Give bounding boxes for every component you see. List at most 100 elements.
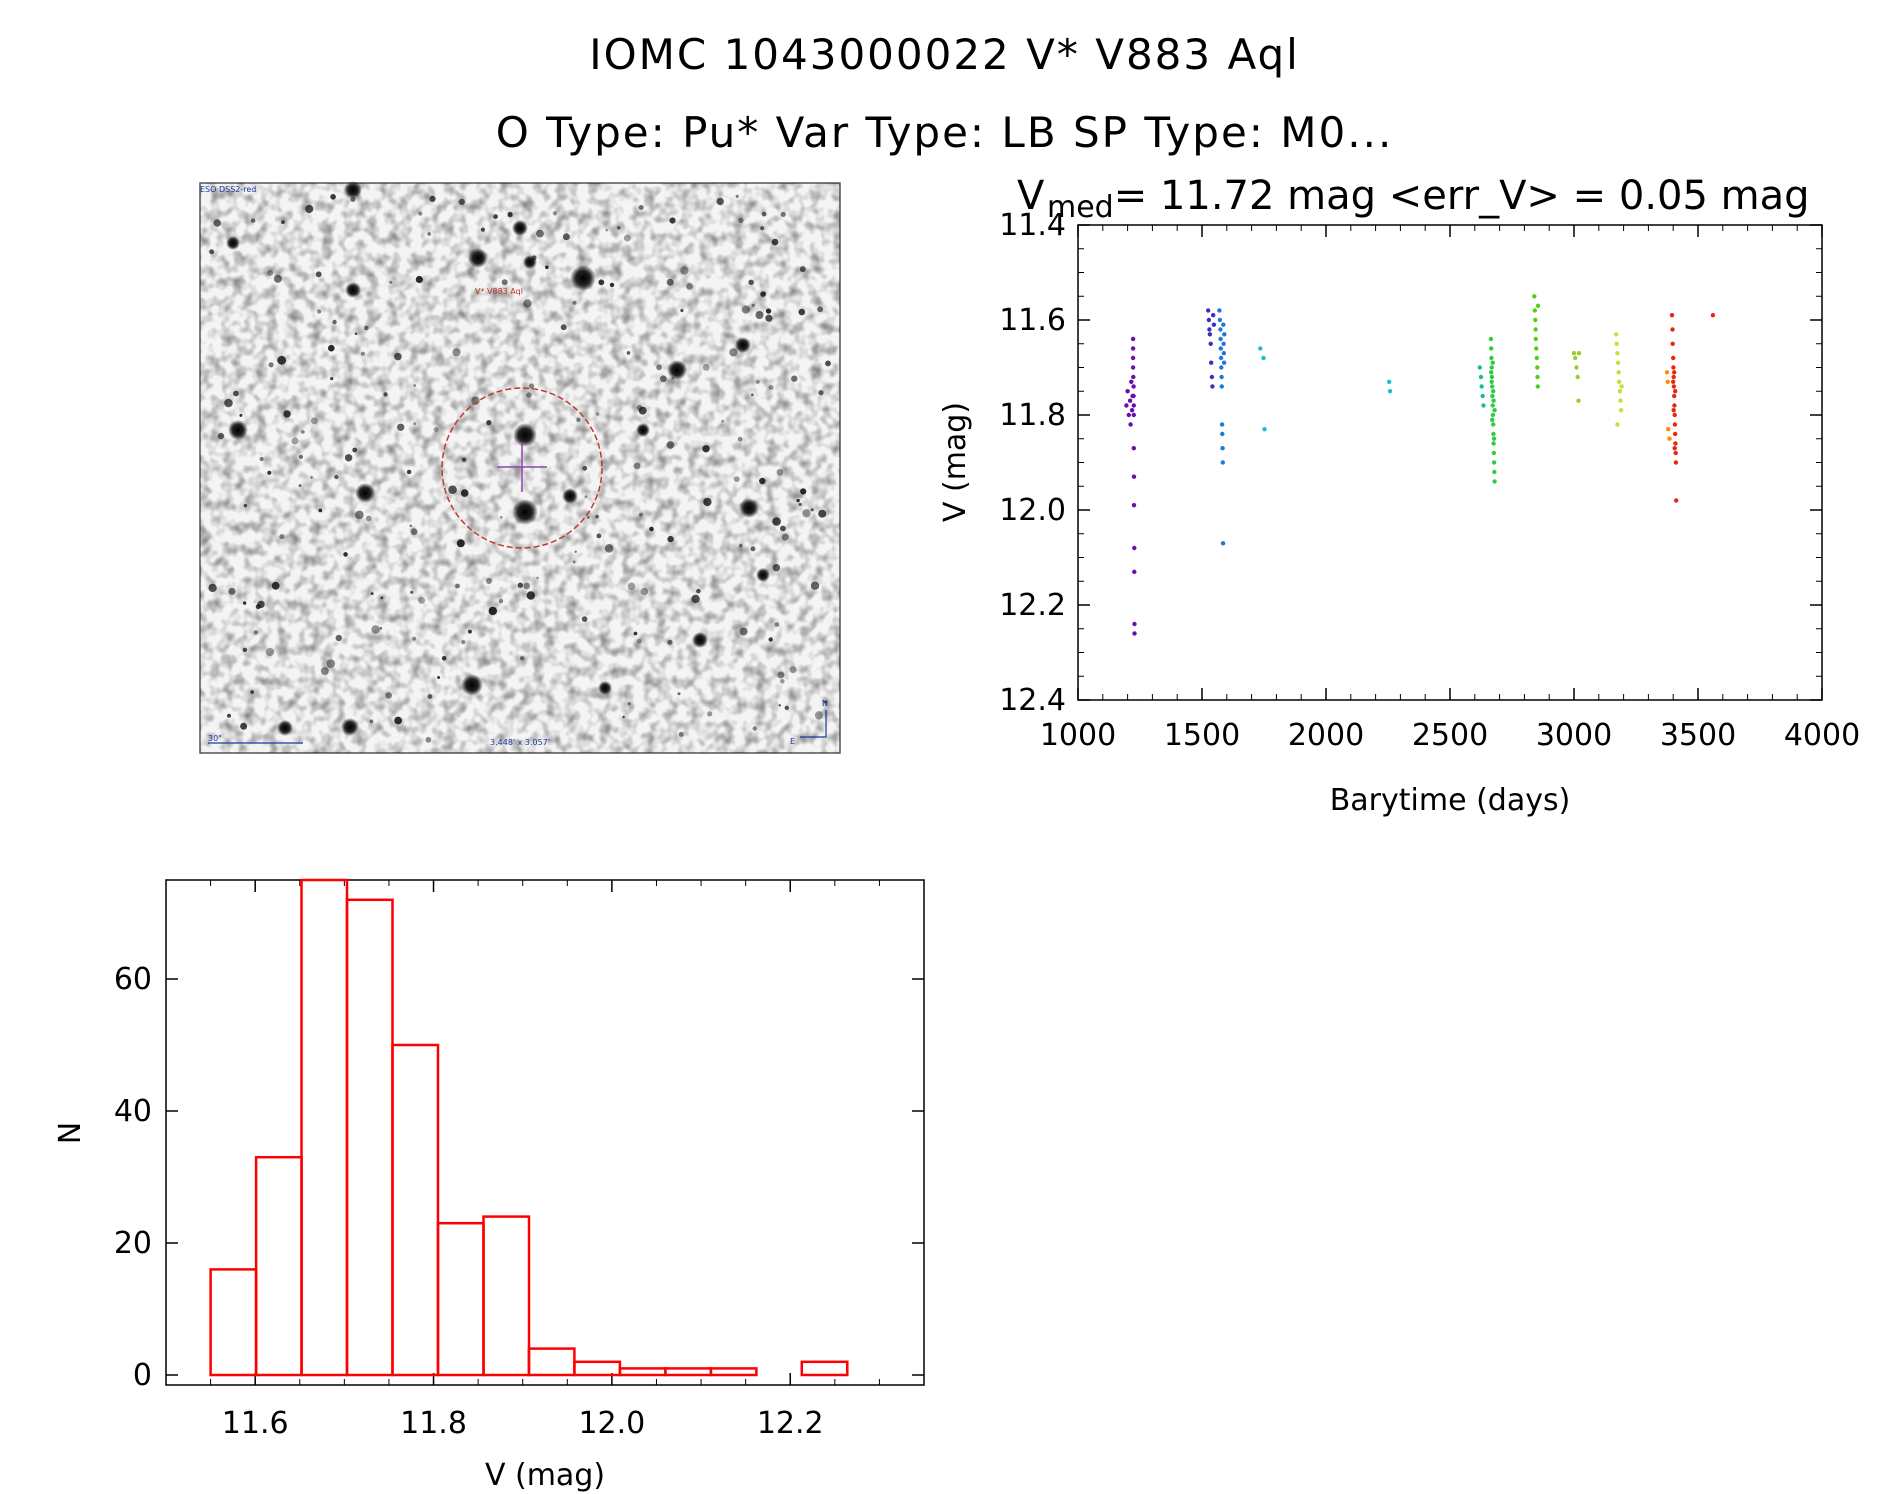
lc-data-point — [1672, 370, 1677, 375]
lc-x-tick-label: 3500 — [1660, 718, 1736, 753]
lc-data-point — [1673, 450, 1678, 456]
lc-data-point — [1479, 384, 1484, 389]
lc-data-point — [1211, 322, 1217, 327]
hist-bar — [345, 898, 394, 1377]
lc-data-point — [1132, 545, 1137, 551]
lc-data-point — [1206, 308, 1211, 313]
lc-data-point — [1219, 365, 1224, 370]
lc-x-axis-label: Barytime (days) — [1330, 783, 1571, 818]
lc-data-point — [1672, 412, 1677, 418]
lc-data-point — [1490, 417, 1495, 422]
lc-data-point — [1128, 422, 1133, 427]
lc-data-point — [1218, 355, 1224, 361]
lc-data-point — [1221, 322, 1226, 327]
lc-data-point — [1209, 360, 1214, 365]
lc-data-point — [1489, 346, 1494, 351]
lc-data-point — [1615, 422, 1620, 427]
hist-bar — [209, 1268, 258, 1377]
lc-data-point — [1671, 374, 1676, 380]
lc-data-point — [1132, 569, 1137, 574]
lc-data-point — [1211, 313, 1216, 318]
lc-data-point — [1490, 412, 1496, 418]
lc-data-point — [1129, 379, 1134, 384]
hist-y-tick-label: 0 — [133, 1358, 152, 1393]
lc-data-point — [1533, 327, 1538, 332]
lc-data-point — [1665, 379, 1670, 384]
lc-data-point — [1534, 355, 1540, 361]
lc-data-point — [1127, 398, 1133, 403]
lc-data-point — [1674, 498, 1679, 503]
hist-bar — [618, 1367, 667, 1377]
lc-data-point — [1207, 332, 1213, 337]
lc-data-point — [1535, 374, 1540, 380]
lc-data-point — [1130, 365, 1136, 370]
lc-data-point — [1490, 403, 1495, 408]
lc-data-point — [1616, 370, 1621, 375]
lc-data-point — [1710, 313, 1716, 318]
lc-data-point — [1132, 631, 1137, 636]
lc-data-point — [1491, 422, 1496, 427]
lc-data-point — [1491, 450, 1497, 456]
lc-data-point — [1616, 379, 1622, 384]
lc-data-point — [1387, 379, 1392, 384]
lc-data-point — [1478, 374, 1484, 380]
lc-data-point — [1488, 336, 1494, 342]
lc-data-point — [1492, 469, 1497, 475]
lc-y-tick-label: 12.0 — [999, 493, 1066, 528]
lc-data-point — [1491, 441, 1496, 446]
hist-y-tick-label: 20 — [114, 1226, 152, 1261]
lc-data-point — [1130, 346, 1136, 351]
chart-subtitle: O Type: Pu* Var Type: LB SP Type: M0... — [495, 108, 1394, 157]
lc-title-sub: med — [1047, 190, 1114, 225]
lc-data-point — [1219, 422, 1225, 427]
lc-x-tick-label: 2000 — [1288, 718, 1364, 753]
lc-data-point — [1491, 436, 1497, 441]
lc-data-point — [1618, 398, 1623, 403]
lc-y-tick-label: 11.6 — [999, 303, 1066, 338]
hist-bar — [300, 878, 349, 1377]
lc-data-point — [1220, 460, 1226, 465]
lc-data-point — [1221, 351, 1227, 356]
lc-data-point — [1131, 446, 1137, 451]
lc-data-point — [1672, 403, 1677, 408]
lc-data-point — [1130, 336, 1136, 342]
lc-data-point — [1131, 384, 1136, 389]
lc-y-tick-label: 11.8 — [999, 398, 1066, 433]
lc-data-point — [1491, 460, 1497, 465]
lc-data-point — [1481, 403, 1486, 408]
lc-data-point — [1131, 474, 1137, 479]
lc-data-point — [1619, 384, 1624, 389]
lc-data-point — [1125, 389, 1130, 394]
lc-data-point — [1532, 294, 1537, 299]
lc-data-point — [1673, 389, 1678, 394]
lc-data-point — [1489, 379, 1494, 384]
lc-data-point — [1533, 336, 1539, 342]
hist-bar — [664, 1367, 713, 1377]
lc-data-point — [1491, 389, 1496, 394]
hist-x-tick-label: 12.0 — [578, 1406, 645, 1441]
lc-data-point — [1574, 365, 1579, 370]
hist-y-tick-label: 40 — [114, 1094, 152, 1129]
lc-data-point — [1532, 308, 1538, 313]
hist-x-axis-label: V (mag) — [485, 1458, 605, 1493]
lc-data-point — [1671, 384, 1677, 389]
lc-data-point — [1221, 341, 1226, 346]
lc-data-point — [1615, 351, 1620, 356]
lc-data-point — [1614, 332, 1619, 337]
lc-data-point — [1126, 412, 1132, 418]
lc-data-point — [1492, 479, 1497, 484]
hist-bar — [800, 1360, 849, 1377]
hist-x-tick-label: 12.2 — [757, 1406, 824, 1441]
lc-data-point — [1671, 365, 1676, 370]
lc-data-point — [1491, 398, 1496, 403]
lc-data-point — [1219, 384, 1225, 389]
lc-data-point — [1262, 427, 1267, 432]
lc-y-tick-label: 12.2 — [999, 588, 1066, 623]
lc-data-point — [1221, 360, 1227, 365]
hist-bar — [436, 1221, 485, 1377]
lc-data-point — [1218, 336, 1223, 342]
lc-data-point — [1672, 422, 1678, 427]
lc-data-point — [1217, 308, 1222, 313]
hist-plot-frame — [165, 879, 925, 1386]
